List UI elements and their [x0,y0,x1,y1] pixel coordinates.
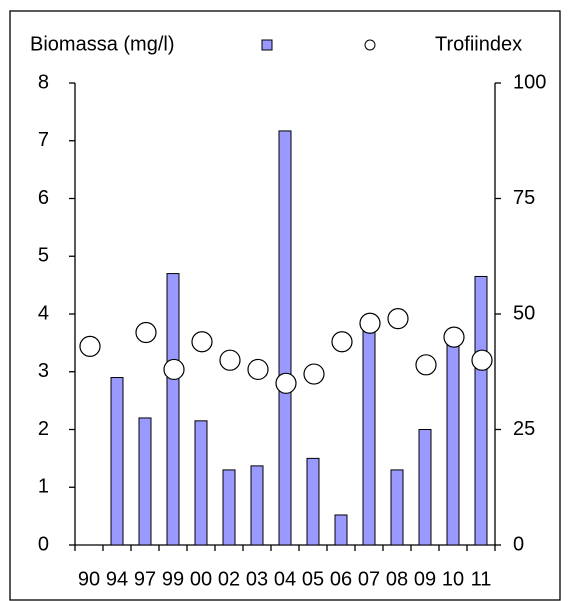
x-tick-label: 99 [162,568,184,590]
marker [275,372,297,394]
y-tick-label: 5 [38,245,49,267]
marker [387,308,409,330]
bar [418,429,432,546]
y2-tick-label: 75 [513,187,535,209]
legend-label: Biomassa (mg/l) [30,33,174,55]
marker [303,363,325,385]
x-tick-label: 08 [386,568,408,590]
x-tick-label: 11 [471,568,492,590]
bar [474,275,488,546]
bar [194,420,208,546]
marker [471,349,493,371]
bar [334,514,348,546]
bar [250,465,264,546]
marker [331,331,353,353]
x-tick-label: 90 [78,568,100,590]
legend-swatch [261,39,273,51]
bar [306,457,320,546]
y2-tick-label: 25 [513,418,535,440]
bar [166,273,180,546]
x-tick-label: 10 [442,568,464,590]
marker [163,358,185,381]
x-tick-label: 00 [190,568,212,590]
x-tick-label: 06 [330,568,352,590]
y-tick-label: 7 [38,129,49,151]
bar [278,130,292,546]
bar [138,417,152,546]
bar [110,377,124,546]
chart-frame [9,10,561,601]
y2-tick-label: 50 [513,302,535,324]
x-tick-label: 94 [106,568,128,590]
marker [191,331,213,353]
marker [415,354,437,376]
y2-tick-label: 0 [513,533,524,555]
marker [247,358,269,381]
x-tick-label: 07 [358,568,380,590]
y2-tick-label: 100 [513,71,546,93]
marker [359,312,381,334]
bar [222,469,236,546]
y-tick-label: 0 [38,533,49,555]
x-tick-label: 97 [134,568,156,590]
legend-label: Trofiindex [435,33,522,55]
y-tick-label: 6 [38,187,49,209]
x-tick-label: 05 [302,568,324,590]
y-tick-label: 3 [38,360,49,382]
y-tick-label: 4 [38,302,49,324]
marker [443,326,465,348]
x-tick-label: 04 [274,568,296,590]
marker [219,349,241,371]
y-tick-label: 2 [38,418,49,440]
x-tick-label: 03 [246,568,268,590]
bar [446,339,460,546]
x-tick-label: 09 [414,568,436,590]
x-tick-label: 02 [218,568,240,590]
bar [362,327,376,546]
bar [390,469,404,546]
marker [79,335,101,357]
y-tick-label: 8 [38,71,49,93]
legend-swatch [364,39,376,51]
marker [135,321,157,344]
y-tick-label: 1 [38,476,49,498]
